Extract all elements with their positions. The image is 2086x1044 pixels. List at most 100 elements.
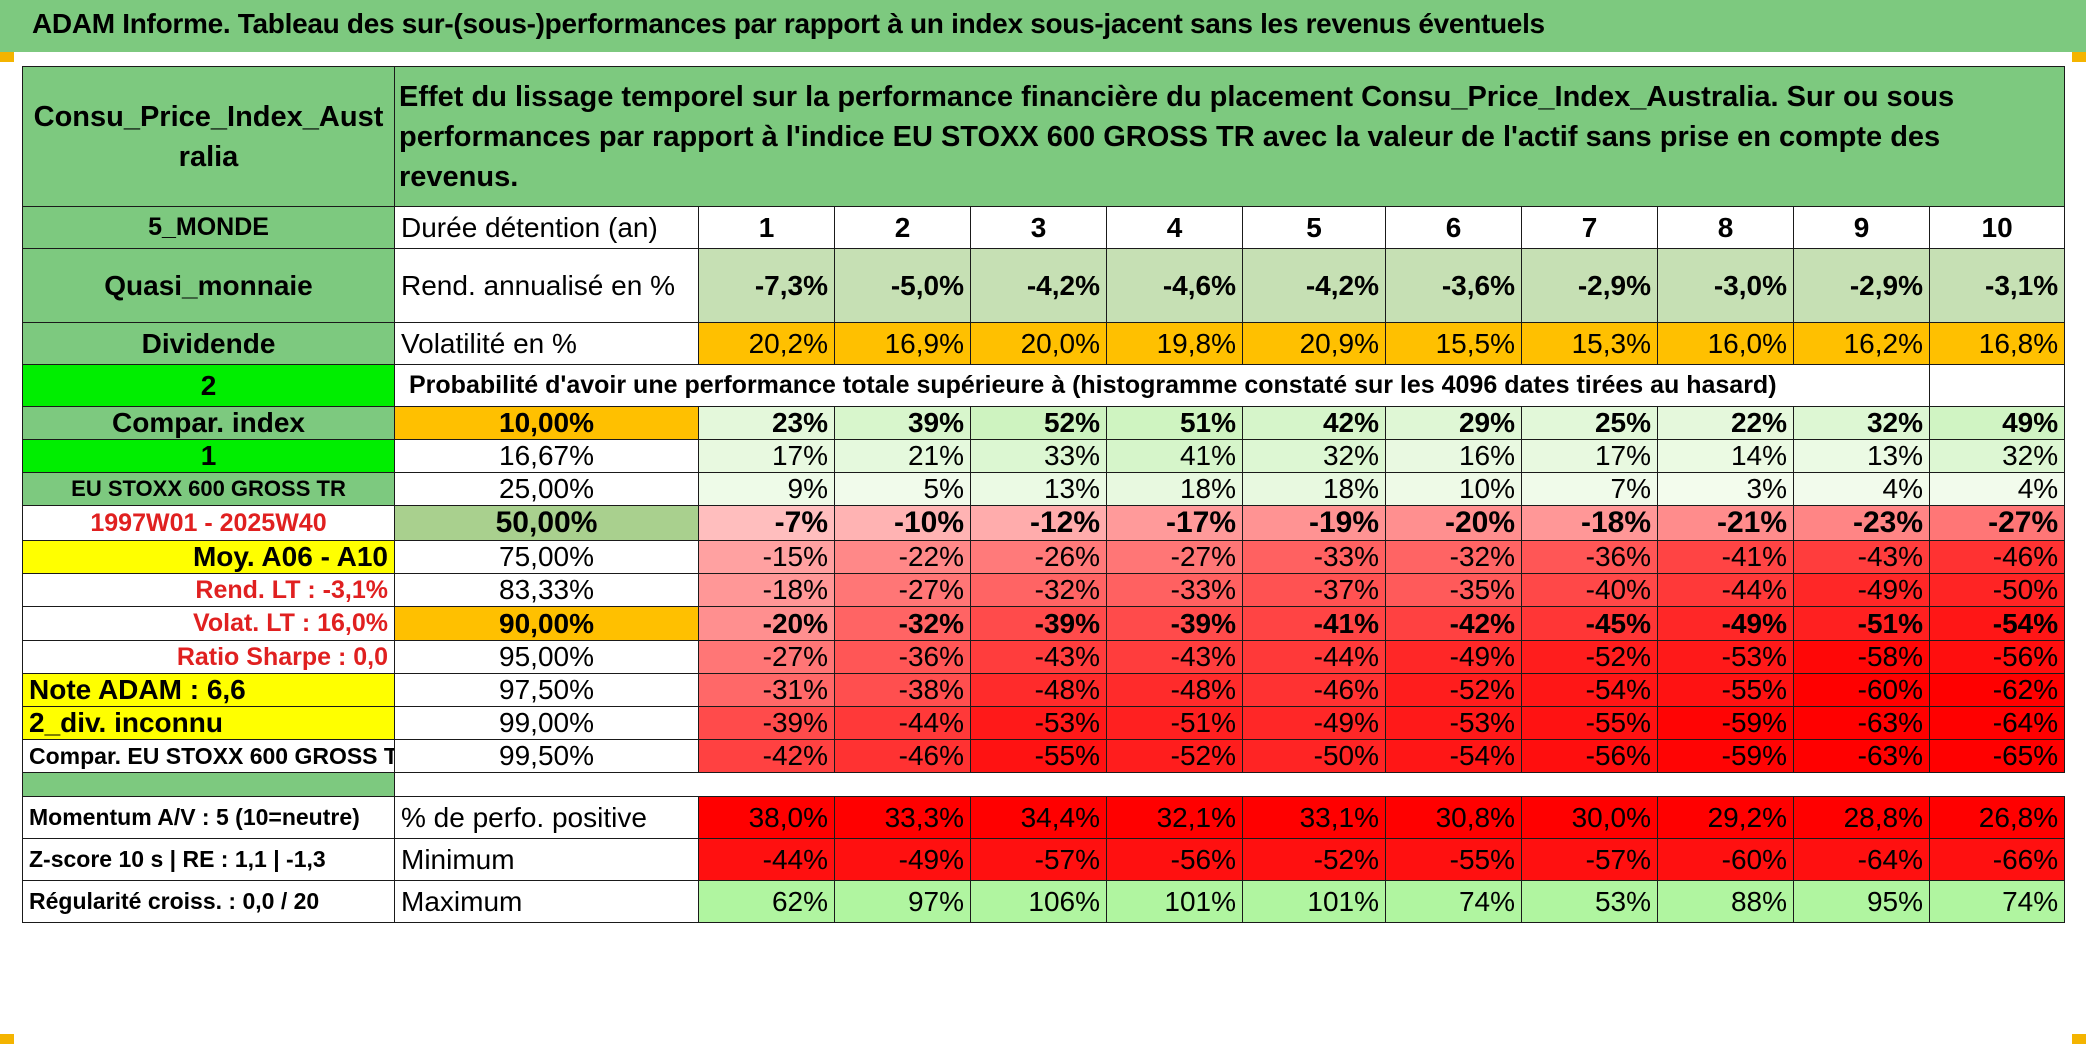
percentile-value: -22% [834, 540, 971, 574]
percentile-value: 13% [1793, 439, 1930, 473]
percentile-value: -54% [1521, 673, 1658, 707]
stat-value: -57% [970, 838, 1107, 881]
percentile-value: -55% [1521, 706, 1658, 740]
table-description: Effet du lissage temporel sur la perform… [393, 66, 2066, 207]
percentile-label: 25,00% [394, 472, 699, 506]
stat-value: 88% [1657, 880, 1794, 923]
percentile-value: -42% [698, 739, 835, 773]
percentile-value: 7% [1521, 472, 1658, 506]
rend-value: -3,6% [1385, 248, 1522, 323]
stat-value: 74% [1928, 880, 2066, 923]
percentile-value: -53% [970, 706, 1107, 740]
stat-value: -56% [1106, 838, 1243, 881]
percentile-value: -39% [698, 706, 835, 740]
corner-marker [0, 52, 14, 62]
percentile-label: 50,00% [394, 505, 699, 541]
percentile-value: -43% [970, 640, 1107, 674]
percentile-value: 32% [1242, 439, 1386, 473]
percentile-value: -49% [1385, 640, 1522, 674]
stat-value: 30,8% [1385, 796, 1522, 839]
stat-value: 33,3% [834, 796, 971, 839]
percentile-value: -46% [1928, 540, 2066, 574]
percentile-label: 90,00% [394, 606, 699, 641]
side-label: Compar. EU STOXX 600 GROSS TR [22, 739, 395, 773]
stat-value: -52% [1242, 838, 1386, 881]
percentile-value: -32% [1385, 540, 1522, 574]
percentile-label: 16,67% [394, 439, 699, 473]
year-header: 9 [1793, 206, 1930, 249]
percentile-value: -48% [970, 673, 1107, 707]
stat-value: 33,1% [1242, 796, 1386, 839]
percentile-value: -27% [698, 640, 835, 674]
percentile-label: 75,00% [394, 540, 699, 574]
duree-label: Durée détention (an) [394, 206, 699, 249]
percentile-value: -63% [1793, 739, 1930, 773]
percentile-value: -58% [1793, 640, 1930, 674]
side-label: 2_div. inconnu [22, 706, 395, 740]
rend-value: -2,9% [1521, 248, 1658, 323]
percentile-value: -18% [698, 573, 835, 607]
percentile-value: -54% [1385, 739, 1522, 773]
vol-value: 16,2% [1793, 322, 1930, 365]
percentile-value: 49% [1928, 406, 2066, 440]
percentile-value: -39% [1106, 606, 1243, 641]
title-bar: ADAM Informe. Tableau des sur-(sous-)per… [0, 0, 2086, 52]
corner-marker [2072, 52, 2086, 62]
year-header: 6 [1385, 206, 1522, 249]
percentile-value: -54% [1928, 606, 2066, 641]
vol-value: 16,8% [1928, 322, 2066, 365]
percentile-value: 5% [834, 472, 971, 506]
stat-value: -57% [1521, 838, 1658, 881]
percentile-value: -33% [1106, 573, 1243, 607]
rend-value: -4,6% [1106, 248, 1243, 323]
stat-value: 101% [1242, 880, 1386, 923]
percentile-value: 32% [1928, 439, 2066, 473]
rend-value: -5,0% [834, 248, 971, 323]
spacer-cell [395, 773, 2065, 797]
percentile-value: -55% [1657, 673, 1794, 707]
stat-value: -55% [1385, 838, 1522, 881]
stat-value: 30,0% [1521, 796, 1658, 839]
percentile-value: -46% [834, 739, 971, 773]
stat-value: -49% [834, 838, 971, 881]
side-label: Rend. LT : -3,1% [22, 573, 395, 607]
percentile-label: 99,00% [394, 706, 699, 740]
stat-value: 28,8% [1793, 796, 1930, 839]
stat-value: 29,2% [1657, 796, 1794, 839]
percentile-value: -65% [1928, 739, 2066, 773]
percentile-value: -36% [834, 640, 971, 674]
percentile-value: 39% [834, 406, 971, 440]
percentile-value: -44% [1657, 573, 1794, 607]
stat-value: 74% [1385, 880, 1522, 923]
percentile-value: -17% [1106, 505, 1243, 541]
stat-value: -64% [1793, 838, 1930, 881]
vol-value: 20,9% [1242, 322, 1386, 365]
vol-value: 20,2% [698, 322, 835, 365]
percentile-value: 16% [1385, 439, 1522, 473]
side-metric: Régularité croiss. : 0,0 / 20 [22, 880, 395, 923]
percentile-value: -52% [1521, 640, 1658, 674]
side-metric: Momentum A/V : 5 (10=neutre) [22, 796, 395, 839]
percentile-value: 18% [1106, 472, 1243, 506]
vol-value: 20,0% [970, 322, 1107, 365]
rend-value: -3,0% [1657, 248, 1794, 323]
percentile-label: 95,00% [394, 640, 699, 674]
percentile-value: -32% [970, 573, 1107, 607]
percentile-value: -48% [1106, 673, 1243, 707]
percentile-value: -27% [1928, 505, 2066, 541]
rend-value: -2,9% [1793, 248, 1930, 323]
percentile-value: 32% [1793, 406, 1930, 440]
stat-value: 38,0% [698, 796, 835, 839]
percentile-value: -49% [1242, 706, 1386, 740]
percentile-value: -51% [1106, 706, 1243, 740]
stat-value: 34,4% [970, 796, 1107, 839]
percentile-value: 4% [1928, 472, 2066, 506]
percentile-value: -49% [1793, 573, 1930, 607]
percentile-value: 29% [1385, 406, 1522, 440]
year-header: 3 [970, 206, 1107, 249]
probability-label: Probabilité d'avoir une performance tota… [394, 364, 1930, 407]
stat-value: 26,8% [1928, 796, 2066, 839]
percentile-value: -52% [1106, 739, 1243, 773]
percentile-value: 4% [1793, 472, 1930, 506]
percentile-value: 52% [970, 406, 1107, 440]
